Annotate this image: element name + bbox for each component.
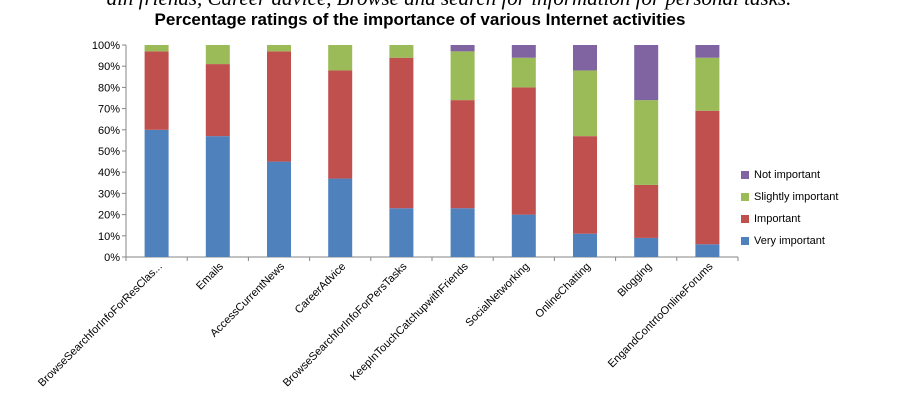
bar-segment [511,45,536,58]
y-tick-label: 90% [98,61,120,73]
bar-segment [205,136,230,257]
x-category-label: Emails [194,260,226,292]
bar-segment [267,45,291,52]
bar-segment [634,45,659,101]
y-tick-label: 10% [98,231,120,243]
bar-segment [573,45,597,71]
bar-segment [144,51,169,130]
bar-segment [328,70,353,179]
bar-segment [573,70,597,137]
legend-swatch [741,237,749,245]
bar-segment [634,237,659,257]
bar-segment [328,178,353,257]
bar-segment [267,51,291,162]
y-tick-label: 80% [98,82,120,94]
chart-title: Percentage ratings of the importance of … [154,10,686,29]
legend-item: Not important [741,164,838,186]
bar-segment [205,45,230,65]
bar-segment [695,244,720,257]
x-category-label: CareerAdvice [293,261,349,317]
y-tick-label: 30% [98,188,120,200]
bar-segment [695,45,720,58]
bar-segment [328,45,353,71]
x-category-label: SocialNetworking [463,261,532,330]
bar-segment [511,214,536,257]
y-tick-label: 50% [98,146,120,158]
legend-swatch [741,215,749,223]
bar-segment [144,45,169,52]
top-caption: ain friends, Career advice, Browse and s… [0,0,898,11]
bar-segment [511,87,536,215]
legend-item: Very important [741,230,838,252]
bar-segment [267,161,291,257]
bar-segment [634,100,659,185]
y-tick-label: 20% [98,210,120,222]
bar-segment [634,184,659,238]
legend-label: Important [754,213,801,225]
bar-segment [573,136,597,234]
bar-segment [389,57,414,209]
bar-segment [511,57,536,88]
y-tick-label: 40% [98,167,120,179]
bar-segment [205,64,230,137]
bar-segment [389,45,414,58]
bar-segment [695,57,720,111]
bar-segment [450,208,475,257]
legend-label: Not important [754,169,821,181]
legend-swatch [741,193,749,201]
bar-segment [389,208,414,257]
legend-item: Important [741,208,838,230]
y-tick-label: 60% [98,125,120,137]
y-tick-label: 100% [92,40,120,52]
bar-segment [144,129,169,257]
legend-item: Slightly important [741,186,838,208]
y-tick-label: 0% [104,252,120,264]
legend-label: Slightly important [754,191,839,203]
x-category-label: BrowseSearchforInfoForPersTasks [281,260,410,389]
bar-segment [450,51,475,101]
legend-label: Very important [754,235,825,247]
legend: Not important Slightly important Important… [741,164,838,252]
plot-area: 0% 10% 20% 30% 40% 50% 60% 70% 80% 90% 100% BrowseS… [36,40,739,390]
x-category-label: EngandContrtoOnlineForums [606,260,716,370]
bar-segment [450,100,475,209]
x-category-label: BrowseSearchforInfoForResClas... [36,261,165,390]
bar-segment [450,45,475,52]
bar-segment [573,233,597,257]
y-tick-label: 70% [98,104,120,116]
bar-segment [695,110,720,245]
x-category-label: OnlineChatting [533,261,593,321]
legend-swatch [741,171,749,179]
x-category-label: Blogging [616,261,655,300]
x-category-label: KeepInTouchCatchupwithFriends [348,260,471,383]
